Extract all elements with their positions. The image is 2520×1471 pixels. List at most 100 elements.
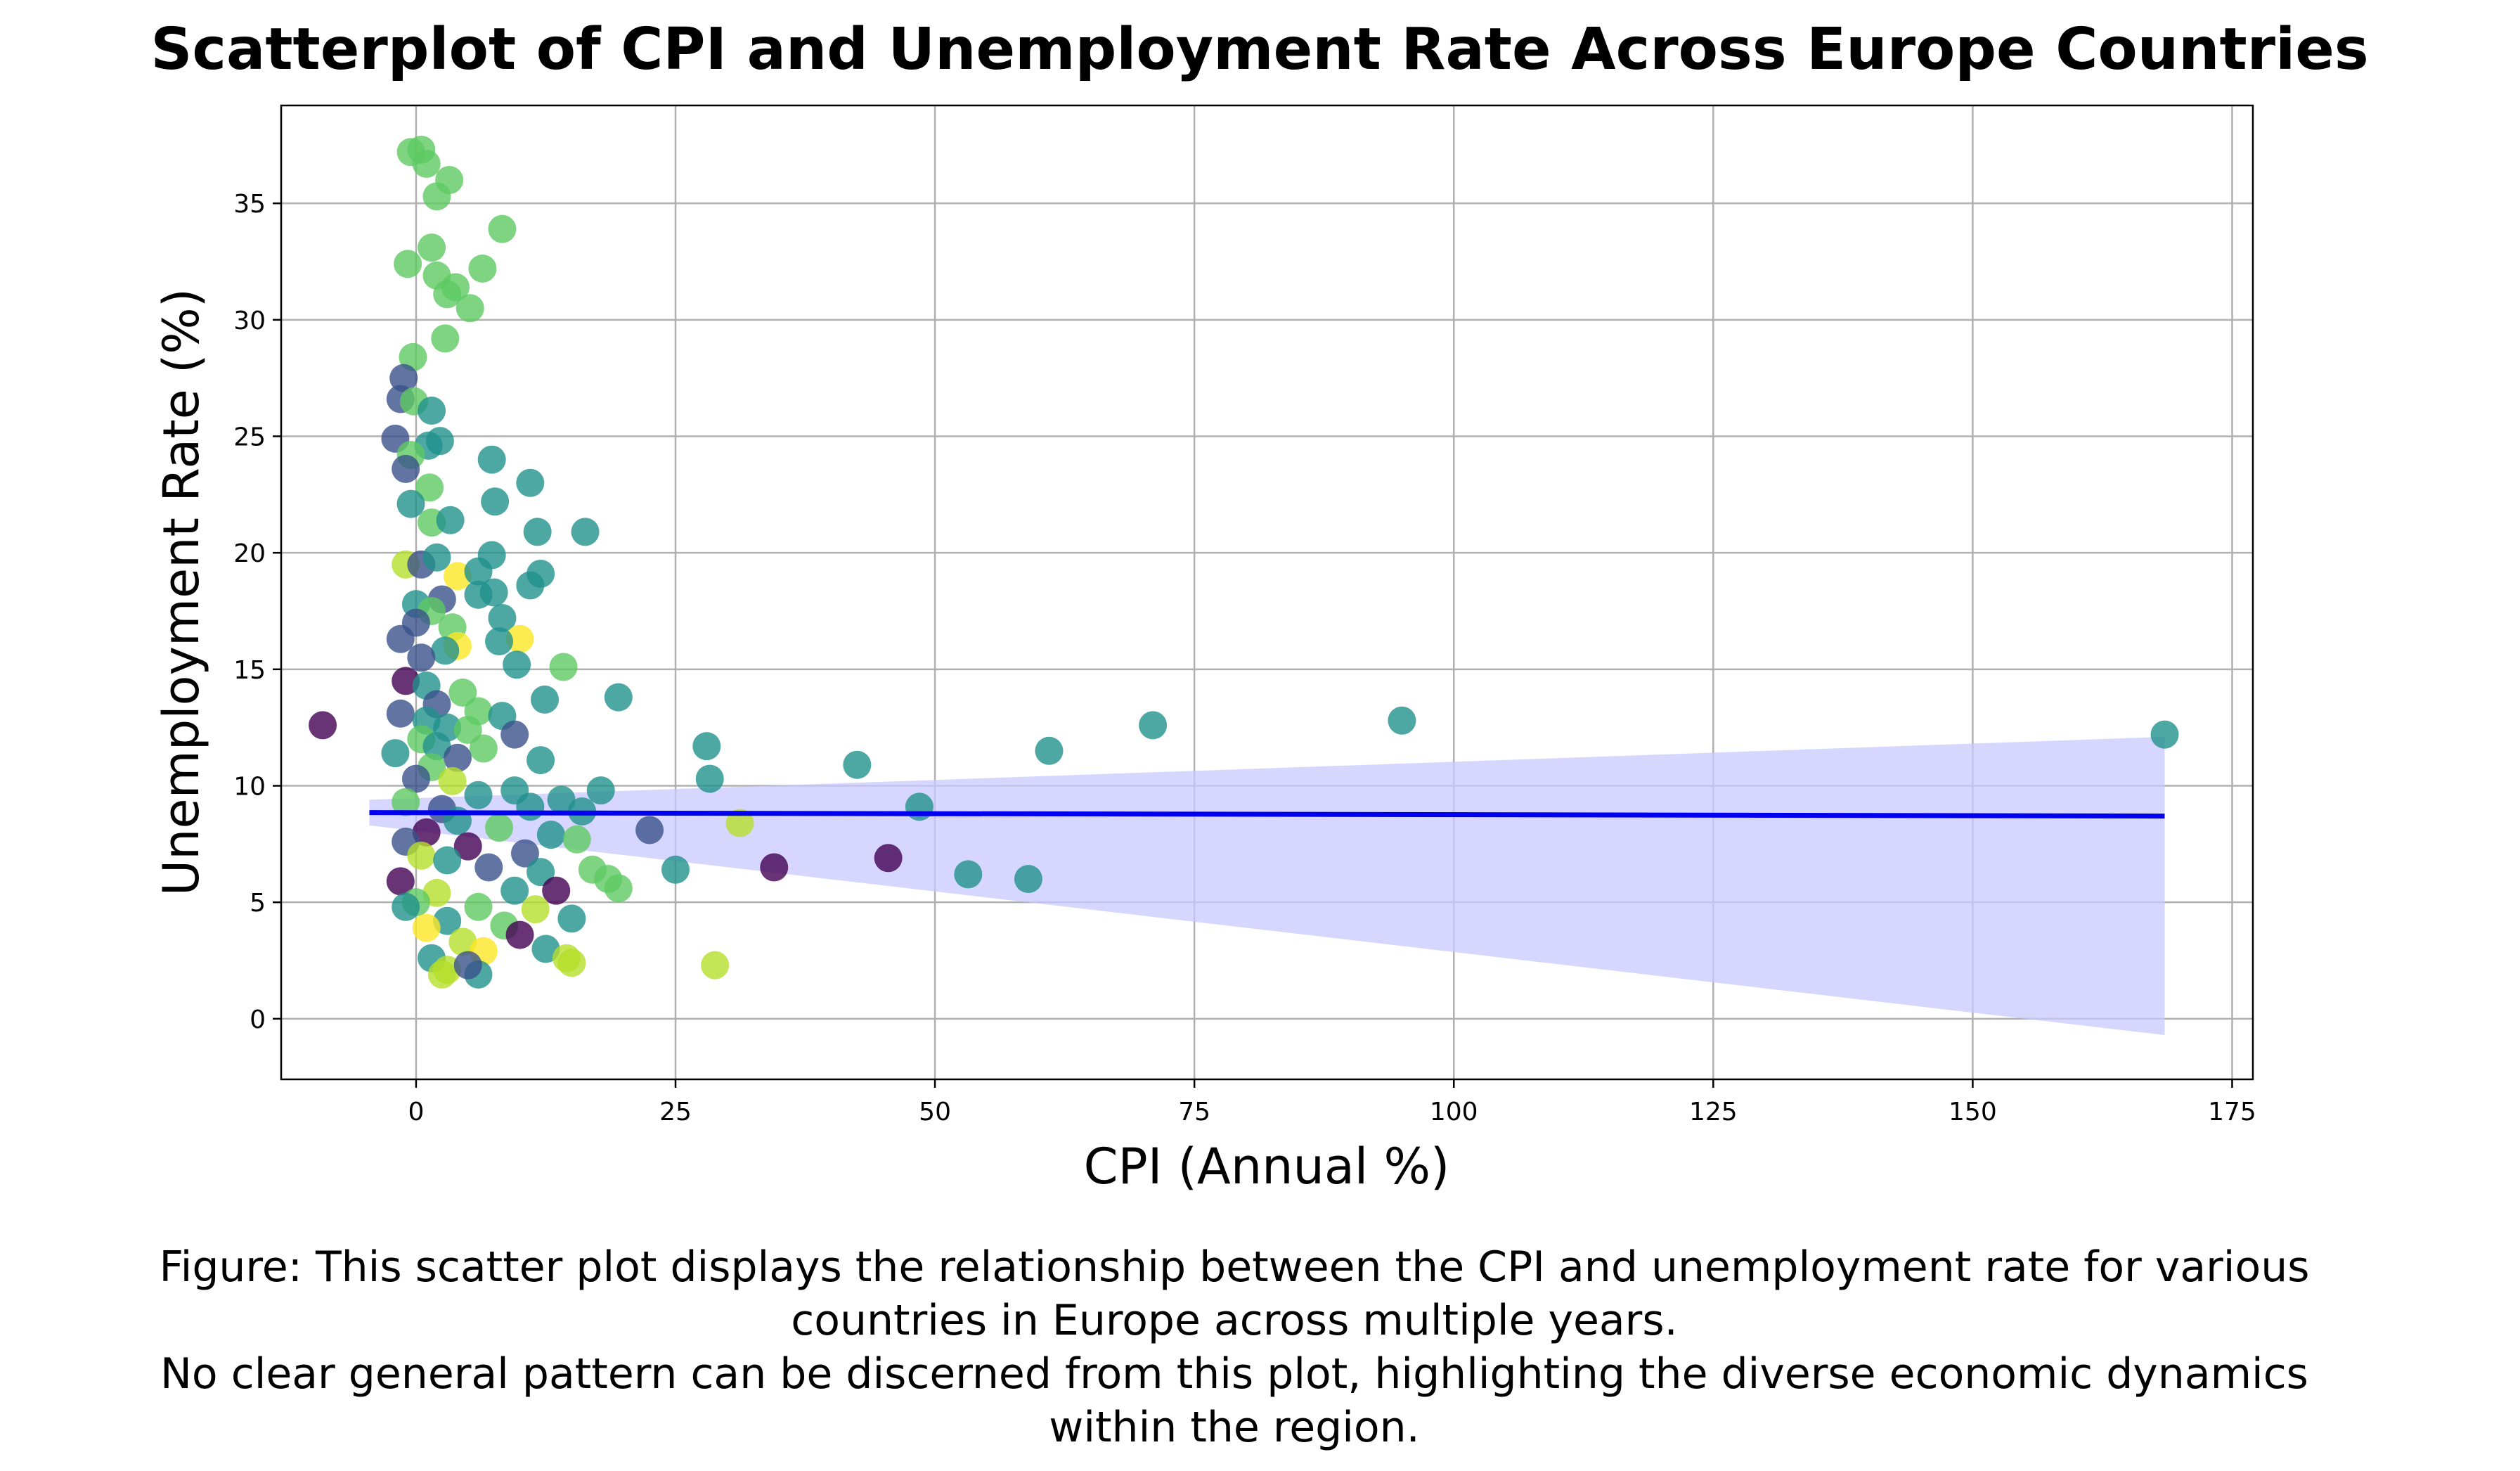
scatter-point [386, 867, 415, 896]
scatter-point [431, 324, 460, 353]
caption-line: No clear general pattern can be discerne… [160, 1349, 2308, 1399]
scatter-point [392, 454, 420, 483]
scatter-point [436, 506, 465, 534]
scatter-point [389, 364, 418, 392]
scatter-point [549, 653, 578, 681]
scatter-point [422, 182, 451, 211]
scatter-point [453, 951, 482, 979]
x-tick-label: 75 [1178, 1098, 1210, 1126]
scatter-point [392, 788, 420, 816]
caption-line: Figure: This scatter plot displays the r… [160, 1242, 2310, 1292]
scatter-point [464, 781, 493, 809]
x-tick-label: 25 [659, 1098, 692, 1126]
figure-caption: Figure: This scatter plot displays the r… [160, 1242, 2310, 1452]
scatter-point [488, 603, 517, 632]
scatter-point [547, 785, 576, 814]
scatter-point [415, 473, 444, 502]
y-tick-label: 25 [233, 423, 266, 452]
scatter-point [464, 557, 493, 586]
scatter-point [516, 792, 545, 821]
scatter-point [692, 732, 721, 761]
scatter-point [526, 858, 555, 887]
scatter-point [661, 855, 690, 884]
y-tick-label: 0 [250, 1006, 266, 1034]
scatter-point [453, 832, 482, 861]
scatter-point [562, 825, 591, 854]
scatter-point [469, 734, 498, 763]
scatter-point [505, 920, 534, 949]
x-axis-ticks: 0 25 50 75 100 125 150 175 [408, 1079, 2256, 1126]
scatter-point [399, 342, 427, 371]
scatter-point [2150, 720, 2179, 749]
scatter-point [604, 683, 633, 712]
scatter-point [526, 746, 555, 775]
scatter-point [477, 445, 506, 474]
y-axis-ticks: 0 5 10 15 20 25 30 35 [233, 190, 281, 1034]
y-tick-label: 20 [233, 539, 266, 568]
scatter-point [542, 876, 571, 905]
scatter-point [392, 892, 420, 921]
scatter-point [455, 294, 484, 323]
scatter-point [468, 254, 497, 283]
scatter-point [604, 874, 633, 903]
scatter-point [500, 720, 529, 749]
scatter-point [412, 913, 441, 942]
scatter-point [485, 814, 514, 842]
confidence-band-area [369, 736, 2165, 1036]
scatter-point [516, 571, 545, 600]
scatter-point [843, 750, 872, 779]
scatter-point [523, 518, 552, 546]
scatter-point [635, 816, 664, 844]
scatter-point [521, 895, 550, 924]
scatter-point [481, 487, 510, 516]
scatter-point [503, 650, 531, 679]
scatter-points [309, 135, 2179, 989]
scatter-point [443, 743, 472, 772]
scatter-point [905, 792, 933, 821]
x-tick-label: 175 [2208, 1098, 2256, 1126]
scatter-point [954, 860, 983, 889]
scatter-point [464, 580, 493, 609]
scatter-point [516, 468, 545, 497]
x-axis-label: CPI (Annual %) [1084, 1138, 1450, 1195]
scatter-point [1139, 711, 1168, 740]
scatter-point [474, 853, 503, 882]
caption-line: within the region. [1049, 1403, 1419, 1452]
chart-title: Scatterplot of CPI and Unemployment Rate… [150, 16, 2368, 83]
scatter-point [505, 624, 534, 653]
scatter-point [433, 846, 462, 875]
y-axis-label: Unemployment Rate (%) [153, 288, 210, 896]
scatter-point [431, 636, 460, 665]
scatter-point [427, 960, 456, 989]
scatter-point [488, 214, 517, 243]
scatter-point [412, 149, 441, 178]
scatter-point [401, 764, 430, 793]
scatter-point [586, 776, 615, 805]
x-tick-label: 50 [919, 1098, 951, 1126]
scatter-point [695, 764, 724, 793]
scatter-point [418, 233, 446, 262]
regression-line [369, 810, 2165, 819]
scatter-point [394, 250, 422, 278]
caption-line: countries in Europe across multiple year… [791, 1296, 1677, 1345]
x-tick-label: 100 [1430, 1098, 1478, 1126]
x-tick-label: 0 [408, 1098, 424, 1126]
confidence-band [369, 736, 2165, 1036]
y-tick-label: 15 [233, 656, 266, 685]
scatter-point [510, 839, 539, 868]
scatter-point [1388, 706, 1416, 735]
x-tick-label: 150 [1949, 1098, 1997, 1126]
scatter-point [464, 892, 493, 921]
plot-frame [280, 104, 2254, 1081]
scatter-point [1035, 736, 1064, 765]
scatter-point [422, 543, 451, 572]
regression-fit-line [369, 810, 2165, 819]
scatter-point [557, 949, 586, 977]
scatter-point [309, 711, 337, 740]
scatter-point [500, 876, 529, 905]
y-tick-label: 35 [233, 190, 266, 219]
scatter-point [438, 766, 467, 795]
scatter-point [725, 809, 754, 837]
y-tick-label: 10 [233, 773, 266, 802]
